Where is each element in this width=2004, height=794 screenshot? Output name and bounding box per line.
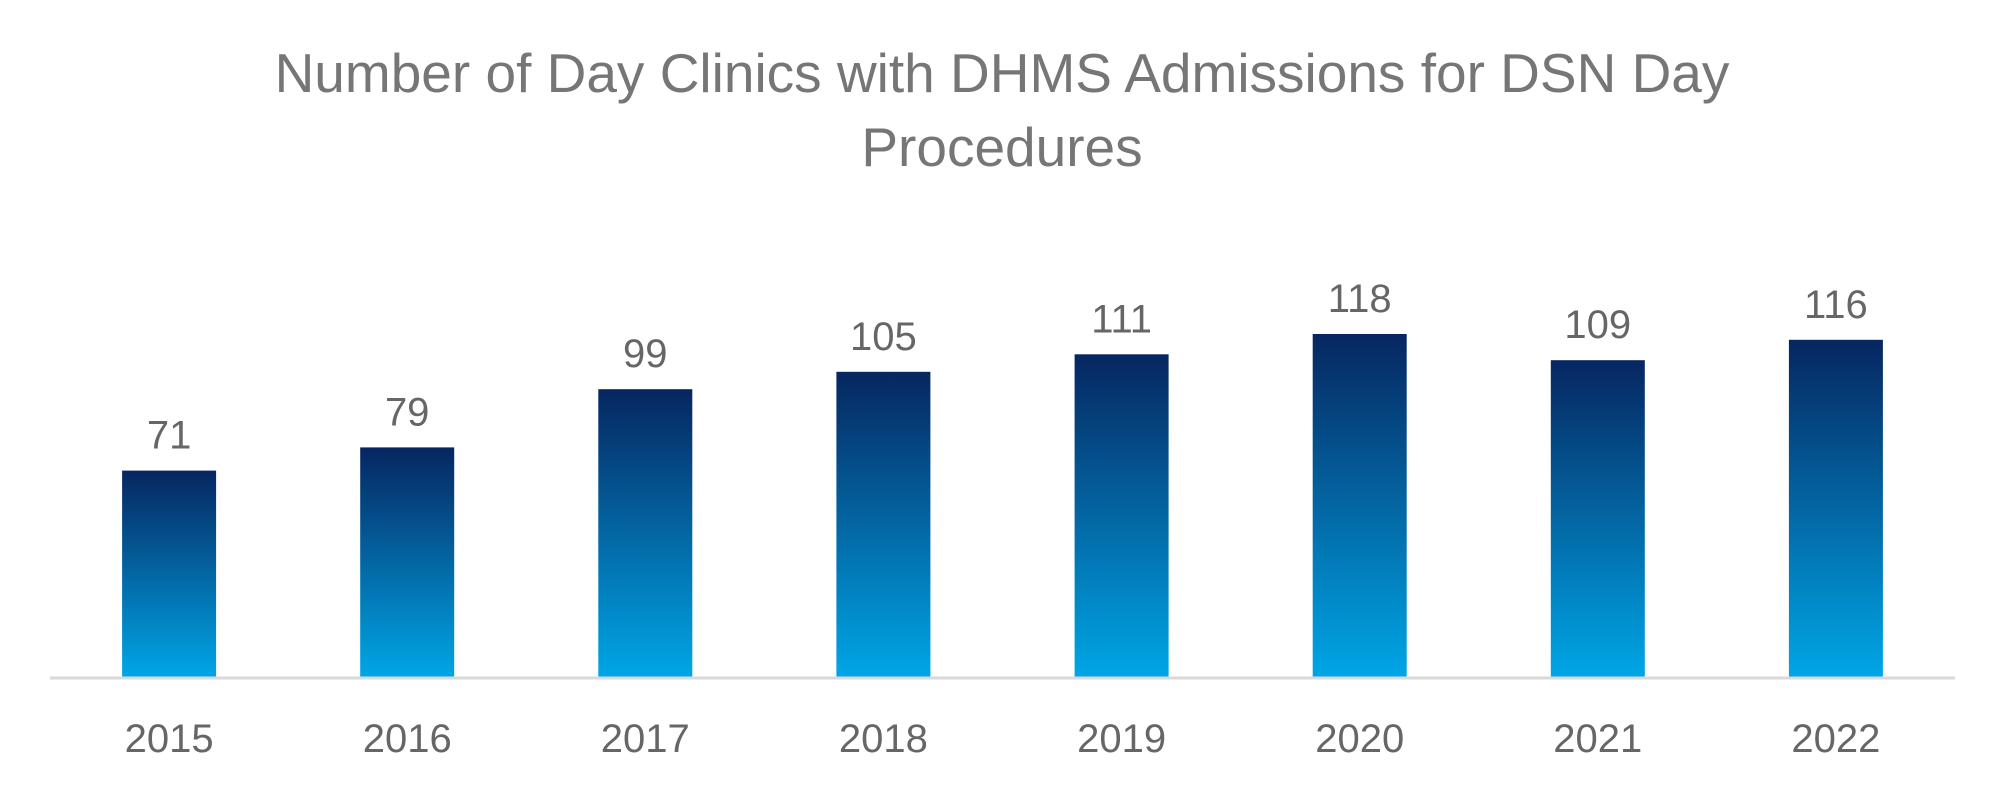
bar-2021 <box>1550 360 1645 677</box>
x-tick-label-2017: 2017 <box>601 717 690 761</box>
bars-group <box>122 334 1883 677</box>
data-label-2017: 99 <box>623 332 668 376</box>
bar-2019 <box>1074 354 1169 677</box>
data-label-2018: 105 <box>850 315 917 359</box>
bar-2020 <box>1312 334 1407 677</box>
data-label-2016: 79 <box>385 390 430 434</box>
data-label-2020: 118 <box>1328 277 1392 321</box>
x-tick-label-2022: 2022 <box>1791 717 1880 761</box>
bar-2015 <box>122 470 217 677</box>
bar-2016 <box>360 447 455 677</box>
chart-title-text: Number of Day Clinics with DHMS Admissio… <box>274 42 1730 178</box>
bar-2017 <box>598 389 693 677</box>
data-label-2019: 111 <box>1091 297 1152 341</box>
x-tick-label-2021: 2021 <box>1553 717 1642 761</box>
data-label-2021: 109 <box>1564 303 1631 347</box>
x-tick-label-2018: 2018 <box>839 717 928 761</box>
data-labels-group: 71 79 99 105 111 118 109 116 <box>147 277 1868 458</box>
x-tick-labels-group: 2015 2016 2017 2018 2019 2020 2021 2022 <box>125 717 1881 761</box>
x-tick-label-2019: 2019 <box>1077 717 1166 761</box>
data-label-2015: 71 <box>147 414 192 458</box>
data-label-2022: 116 <box>1804 283 1868 327</box>
bar-2018 <box>836 371 931 677</box>
x-tick-label-2020: 2020 <box>1315 717 1404 761</box>
x-tick-label-2015: 2015 <box>125 717 214 761</box>
bar-2022 <box>1788 339 1883 677</box>
chart-title: Number of Day Clinics with DHMS Admissio… <box>0 36 2004 184</box>
x-tick-label-2016: 2016 <box>363 717 452 761</box>
